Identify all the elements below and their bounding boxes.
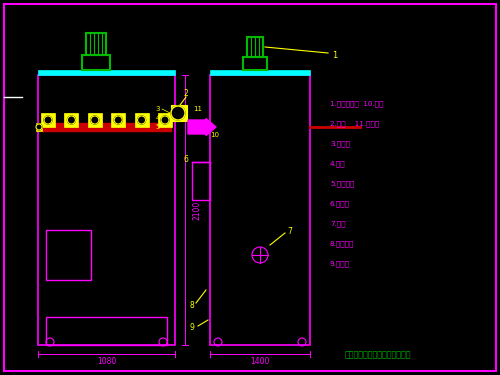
Text: 9: 9	[189, 322, 194, 332]
Text: 6: 6	[183, 156, 188, 165]
Text: 1080: 1080	[97, 357, 116, 366]
Text: 1.除尘器入口  10.笛管: 1.除尘器入口 10.笛管	[330, 100, 384, 106]
Text: 8.茂水管路: 8.茂水管路	[330, 240, 354, 247]
Bar	[42, 123, 171, 131]
Text: 10: 10	[210, 132, 219, 138]
Text: 5.气包活塞: 5.气包活塞	[330, 180, 354, 187]
Text: 2: 2	[184, 90, 188, 99]
Text: 3: 3	[156, 106, 160, 112]
Circle shape	[44, 116, 52, 124]
Bar	[88, 113, 102, 127]
Circle shape	[91, 116, 99, 124]
Bar	[38, 70, 175, 75]
Text: 8: 8	[189, 300, 194, 309]
Text: 7.踢门: 7.踢门	[330, 220, 345, 226]
Bar	[111, 113, 125, 127]
Text: 9.洗尘器: 9.洗尘器	[330, 260, 350, 267]
Bar	[210, 75, 310, 345]
Bar	[247, 37, 263, 57]
Bar	[64, 113, 78, 127]
Text: 1400: 1400	[250, 357, 270, 366]
Bar	[158, 113, 172, 127]
Text: 6.过滤板: 6.过滤板	[330, 200, 350, 207]
Text: 4.气包: 4.气包	[330, 160, 345, 166]
Circle shape	[114, 116, 122, 124]
Bar	[46, 230, 91, 280]
Text: 北京华康中天国际环保有限公司: 北京华康中天国际环保有限公司	[345, 350, 412, 359]
Text: 11: 11	[193, 106, 202, 112]
Bar	[243, 57, 267, 70]
Bar	[38, 75, 175, 345]
Bar	[36, 123, 42, 131]
Bar	[171, 105, 187, 121]
FancyArrow shape	[188, 118, 216, 135]
Circle shape	[161, 116, 169, 124]
Text: 7: 7	[287, 228, 292, 237]
Circle shape	[36, 124, 42, 130]
Bar	[41, 113, 55, 127]
Bar	[210, 70, 310, 75]
Circle shape	[171, 106, 185, 120]
Text: 2.气轮    11.噪音器: 2.气轮 11.噪音器	[330, 120, 380, 127]
Text: 1: 1	[332, 51, 337, 60]
Bar	[192, 162, 210, 200]
Circle shape	[68, 116, 76, 124]
Text: 2100: 2100	[192, 200, 201, 220]
Circle shape	[138, 116, 145, 124]
Bar	[46, 317, 167, 345]
Bar	[82, 55, 110, 70]
Text: 3.过滤面: 3.过滤面	[330, 140, 350, 147]
Text: 5: 5	[156, 124, 160, 130]
Text: 4: 4	[156, 115, 160, 121]
Bar	[86, 33, 105, 55]
Bar	[134, 113, 148, 127]
